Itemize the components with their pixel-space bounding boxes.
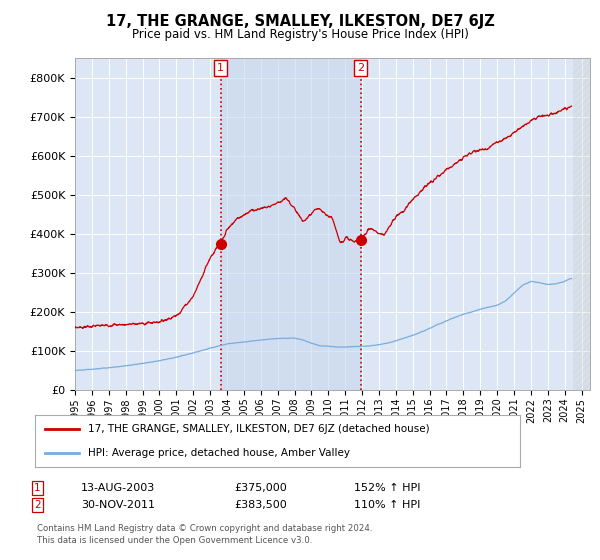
Text: 1: 1 — [217, 63, 224, 73]
Text: 2: 2 — [34, 500, 41, 510]
Text: Contains HM Land Registry data © Crown copyright and database right 2024.: Contains HM Land Registry data © Crown c… — [37, 524, 373, 533]
Text: Price paid vs. HM Land Registry's House Price Index (HPI): Price paid vs. HM Land Registry's House … — [131, 28, 469, 41]
Text: HPI: Average price, detached house, Amber Valley: HPI: Average price, detached house, Ambe… — [88, 448, 350, 458]
Text: 17, THE GRANGE, SMALLEY, ILKESTON, DE7 6JZ: 17, THE GRANGE, SMALLEY, ILKESTON, DE7 6… — [106, 14, 494, 29]
Text: 13-AUG-2003: 13-AUG-2003 — [81, 483, 155, 493]
Text: 1: 1 — [34, 483, 41, 493]
Text: 152% ↑ HPI: 152% ↑ HPI — [354, 483, 421, 493]
Text: 17, THE GRANGE, SMALLEY, ILKESTON, DE7 6JZ (detached house): 17, THE GRANGE, SMALLEY, ILKESTON, DE7 6… — [88, 424, 430, 434]
Text: 110% ↑ HPI: 110% ↑ HPI — [354, 500, 421, 510]
Text: This data is licensed under the Open Government Licence v3.0.: This data is licensed under the Open Gov… — [37, 536, 313, 545]
Text: £383,500: £383,500 — [234, 500, 287, 510]
Text: 2: 2 — [357, 63, 364, 73]
Text: 30-NOV-2011: 30-NOV-2011 — [81, 500, 155, 510]
Text: £375,000: £375,000 — [234, 483, 287, 493]
